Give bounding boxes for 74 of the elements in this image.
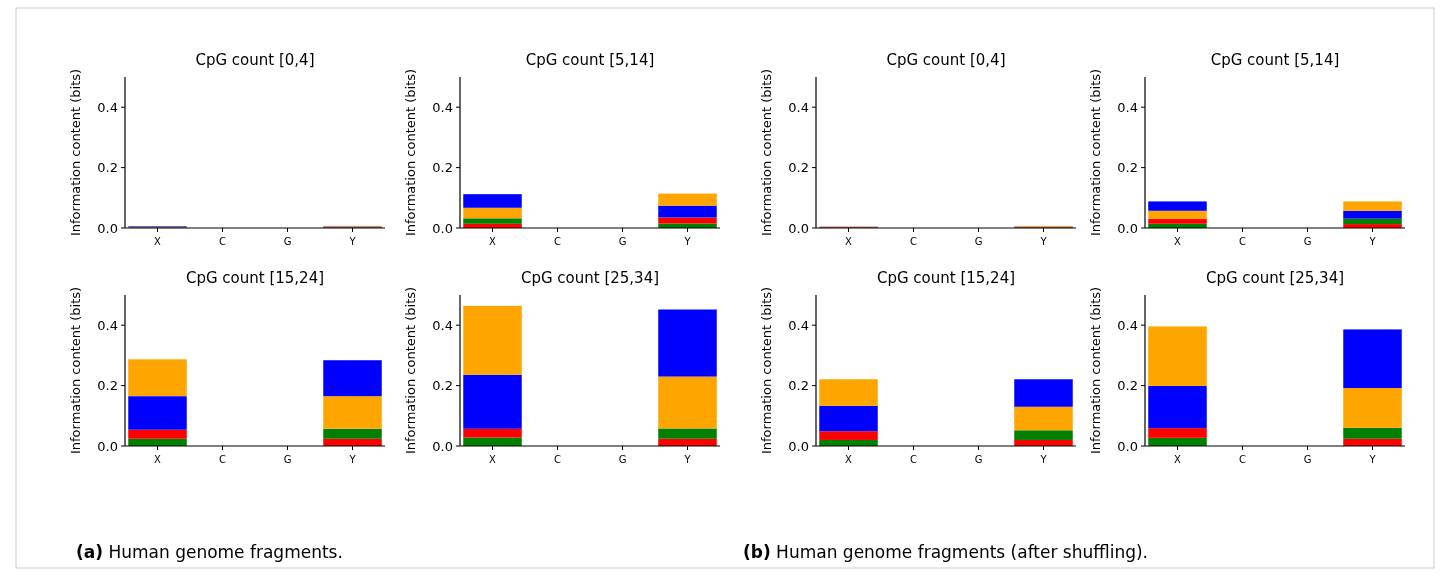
x-tick-label: Y: [1368, 236, 1377, 247]
y-tick-label: 0.2: [788, 160, 809, 176]
y-axis-title: Information content (bits): [68, 68, 83, 237]
x-tick-label: X: [489, 454, 497, 465]
y-tick-label: 0.4: [1117, 317, 1138, 333]
chart-title: CpG count [5,14]: [1210, 51, 1340, 69]
y-axis-title: Information content (bits): [1088, 286, 1103, 455]
x-tick-label: X: [489, 236, 497, 247]
y-tick-label: 0.2: [97, 160, 118, 176]
chart-title: CpG count [25,34]: [520, 269, 660, 287]
chart-title: CpG count [25,34]: [1205, 269, 1345, 287]
y-tick-label: 0.4: [97, 317, 118, 333]
x-tick-label: C: [1239, 236, 1247, 247]
chart-title: CpG count [5,14]: [525, 51, 655, 69]
y-axis-title: Information content (bits): [1088, 68, 1103, 237]
text: (a) Human genome fragments.: [76, 542, 343, 562]
y-axis-title: Information content (bits): [403, 68, 418, 237]
y-tick-label: 0.4: [97, 99, 118, 115]
x-tick-label: C: [910, 454, 918, 465]
text: (b) Human genome fragments (after shuffling).: [743, 542, 1149, 562]
y-tick-label: 0.0: [432, 220, 453, 236]
chart-title: CpG count [15,24]: [185, 269, 325, 287]
x-tick-label: Y: [1368, 454, 1377, 465]
y-axis-title: Information content (bits): [403, 286, 418, 455]
x-tick-label: Y: [1039, 236, 1048, 247]
x-tick-label: G: [618, 454, 627, 465]
y-tick-label: 0.2: [97, 378, 118, 394]
x-tick-label: G: [283, 236, 292, 247]
y-tick-label: 0.4: [432, 317, 453, 333]
x-tick-label: Y: [683, 236, 692, 247]
x-tick-label: G: [1303, 454, 1312, 465]
x-tick-label: C: [1239, 454, 1247, 465]
x-tick-label: G: [618, 236, 627, 247]
y-tick-label: 0.2: [432, 160, 453, 176]
y-axis-title: Information content (bits): [759, 68, 774, 237]
x-tick-label: X: [845, 454, 853, 465]
x-tick-label: Y: [683, 454, 692, 465]
y-tick-label: 0.2: [432, 378, 453, 394]
y-tick-label: 0.4: [788, 317, 809, 333]
x-tick-label: C: [554, 236, 562, 247]
x-tick-label: C: [219, 454, 227, 465]
chart-title: CpG count [0,4]: [886, 51, 1006, 69]
x-tick-label: G: [1303, 236, 1312, 247]
y-tick-label: 0.0: [788, 220, 809, 236]
x-tick-label: C: [554, 454, 562, 465]
x-tick-label: X: [1174, 236, 1182, 247]
y-tick-label: 0.0: [1117, 220, 1138, 236]
y-tick-label: 0.4: [1117, 99, 1138, 115]
y-axis-title: Information content (bits): [759, 286, 774, 455]
y-tick-label: 0.0: [1117, 438, 1138, 454]
y-tick-label: 0.0: [788, 438, 809, 454]
x-tick-label: X: [154, 454, 162, 465]
y-tick-label: 0.0: [97, 438, 118, 454]
x-tick-label: Y: [348, 236, 357, 247]
x-tick-label: Y: [348, 454, 357, 465]
x-tick-label: C: [219, 236, 227, 247]
x-tick-label: X: [154, 236, 162, 247]
y-tick-label: 0.2: [1117, 378, 1138, 394]
y-tick-label: 0.2: [1117, 160, 1138, 176]
x-tick-label: G: [974, 454, 983, 465]
y-tick-label: 0.0: [97, 220, 118, 236]
chart-title: CpG count [15,24]: [876, 269, 1016, 287]
x-tick-label: G: [974, 236, 983, 247]
y-tick-label: 0.4: [788, 99, 809, 115]
x-tick-label: X: [1174, 454, 1182, 465]
x-tick-label: Y: [1039, 454, 1048, 465]
x-tick-label: C: [910, 236, 918, 247]
y-tick-label: 0.2: [788, 378, 809, 394]
y-tick-label: 0.0: [432, 438, 453, 454]
x-tick-label: X: [845, 236, 853, 247]
y-axis-title: Information content (bits): [68, 286, 83, 455]
y-tick-label: 0.4: [432, 99, 453, 115]
x-tick-label: G: [283, 454, 292, 465]
chart-title: CpG count [0,4]: [195, 51, 315, 69]
